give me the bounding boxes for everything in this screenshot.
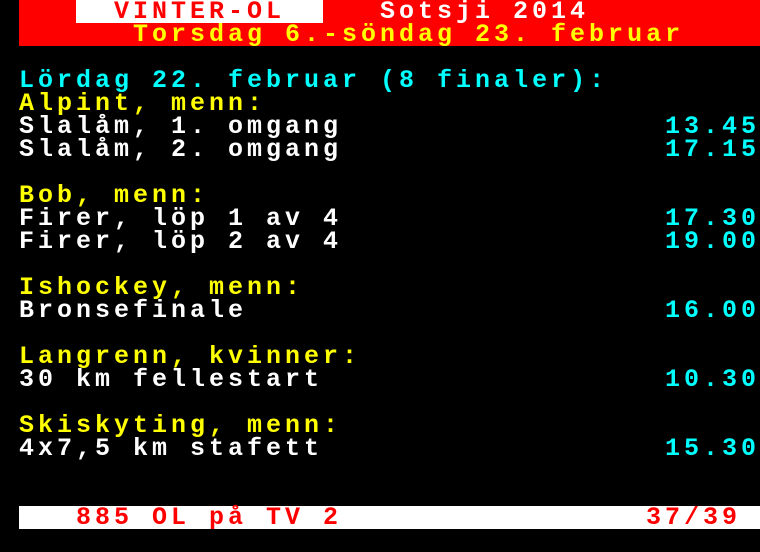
event-name: Firer, löp 1 av 4 xyxy=(19,204,343,233)
event-name: 30 km fellestart xyxy=(19,365,324,394)
page-counter: 37/39 xyxy=(646,503,742,532)
sport-heading: Bob, menn: xyxy=(19,181,210,210)
sport-heading: Ishockey, menn: xyxy=(19,273,305,302)
event-time: 17.30 xyxy=(665,204,760,233)
event-name: Slalåm, 2. omgang xyxy=(19,135,343,164)
event-time: 15.30 xyxy=(665,434,760,463)
sport-heading: Langrenn, kvinner: xyxy=(19,342,362,371)
event-time: 16.00 xyxy=(665,296,760,325)
sport-heading: Skiskyting, menn: xyxy=(19,411,343,440)
event-time: 19.00 xyxy=(665,227,760,256)
event-name: Slalåm, 1. omgang xyxy=(19,112,343,141)
footer-band xyxy=(19,506,760,529)
event-name: 4x7,5 km stafett xyxy=(19,434,324,463)
event-time: 13.45 xyxy=(665,112,760,141)
header-subtitle: Torsdag 6.-söndag 23. februar xyxy=(133,20,685,49)
event-time: 17.15 xyxy=(665,135,760,164)
header-title: Sotsji 2014 xyxy=(380,0,590,26)
footer-link[interactable]: 885 OL på TV 2 xyxy=(76,503,343,532)
event-name: Bronsefinale xyxy=(19,296,248,325)
header-label-box xyxy=(76,0,323,23)
header-label: VINTER-OL xyxy=(114,0,286,26)
sport-heading: Alpint, menn: xyxy=(19,89,267,118)
day-heading: Lördag 22. februar (8 finaler): xyxy=(19,66,609,95)
event-name: Firer, löp 2 av 4 xyxy=(19,227,343,256)
event-time: 10.30 xyxy=(665,365,760,394)
